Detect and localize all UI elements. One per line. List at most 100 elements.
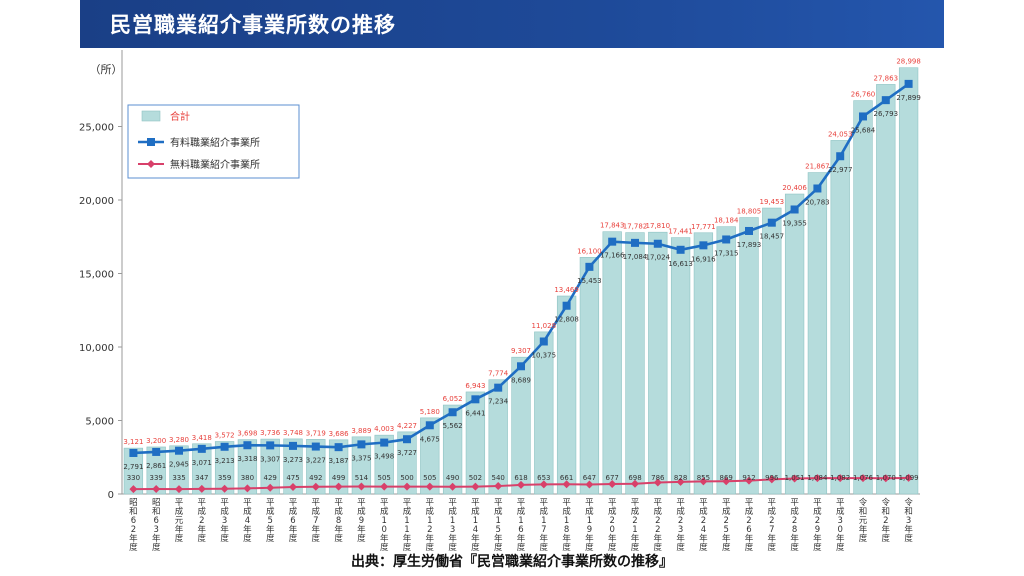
label-paid: 3,213 [215,457,235,465]
label-free: 1,082 [830,474,850,482]
point-paid [859,112,867,121]
label-free: 514 [355,474,369,482]
label-total: 17,441 [668,228,693,236]
point-free [745,476,753,485]
label-paid: 7,234 [488,398,509,406]
x-tick-label: 平成 2 7 年度 [768,498,777,553]
point-paid [311,442,320,451]
bar-total [716,226,736,495]
point-free [767,475,776,484]
label-total: 3,200 [146,437,166,445]
point-paid [562,301,571,310]
point-paid [722,235,731,244]
x-tick-label: 平成 7 年度 [312,498,321,544]
x-tick-label: 平成 2 9 年度 [813,498,822,553]
x-tick-label: 平成 2 8 年度 [790,498,799,553]
label-free: 505 [423,474,436,482]
label-paid: 3,375 [351,454,371,462]
label-free: 1,099 [899,474,919,482]
label-paid: 15,453 [577,277,602,285]
label-free: 500 [400,474,413,482]
x-tick-label: 平成 6 年度 [289,498,298,544]
label-free: 347 [195,474,208,482]
point-paid [380,438,389,447]
label-free: 502 [469,474,482,482]
label-total: 13,469 [554,286,579,294]
point-free [380,482,389,491]
point-free [311,482,320,491]
bar-total [283,438,303,495]
y-tick-label: 0 [108,490,114,501]
label-paid: 18,457 [760,233,785,241]
label-total: 11,028 [532,322,557,330]
point-free [471,482,480,491]
point-free [334,482,343,491]
label-free: 540 [492,474,505,482]
point-free [699,477,708,486]
bar-total [397,431,417,495]
label-paid: 27,899 [896,94,921,102]
point-paid [881,96,890,105]
label-free: 490 [446,474,459,482]
label-free: 475 [286,474,299,482]
label-free: 499 [332,474,345,482]
legend-label-free: 無料職業紹介事業所 [170,158,260,171]
x-tick-label: 平成 2 2 年度 [654,498,663,553]
label-paid: 5,562 [443,422,463,430]
x-tick-label: 令和 3 年度 [904,497,913,544]
point-paid [266,441,275,450]
bar-total [648,231,668,495]
label-total: 5,180 [420,408,440,416]
label-paid: 3,727 [397,449,417,457]
point-free [790,474,799,483]
x-tick-label: 平成 1 0 年度 [380,498,389,553]
bar-total [306,439,326,495]
bar-total [465,391,486,495]
bar-total [420,417,440,495]
label-paid: 17,166 [600,252,625,260]
label-total: 3,418 [192,434,212,442]
y-tick-label: 10,000 [79,343,114,354]
bar-total [670,237,691,495]
label-total: 17,843 [600,222,625,230]
bar-total [807,172,828,495]
point-paid [471,395,480,404]
point-paid [608,237,617,246]
x-tick-label: 平成 1 2 年度 [426,498,435,553]
label-paid: 3,227 [306,457,326,465]
point-paid [767,218,776,227]
point-free [448,482,457,491]
bar-total [351,436,372,495]
label-paid: 2,861 [146,462,166,470]
point-paid [813,184,822,193]
point-free [539,480,548,489]
label-paid: 16,613 [668,260,693,268]
point-free [289,483,297,492]
point-free [425,482,434,491]
point-free [152,485,161,494]
point-free [197,484,206,493]
bar-total [192,443,212,495]
point-paid [699,241,708,250]
point-paid [243,441,252,450]
point-paid [676,245,685,254]
point-free [175,485,183,494]
label-total: 17,782 [623,223,648,231]
point-paid [745,226,753,235]
y-tick-label: 25,000 [79,123,114,134]
bar-total [214,441,235,495]
label-free: 912 [742,474,755,482]
label-paid: 20,783 [805,198,830,206]
y-tick-label: 5,000 [85,417,114,428]
point-free [859,474,867,483]
point-free [243,484,252,493]
label-free: 1,051 [785,474,805,482]
point-free [266,483,275,492]
point-free [517,480,525,489]
x-tick-label: 平成 5 年度 [266,498,275,544]
label-paid: 2,945 [169,461,189,469]
label-free: 380 [241,474,254,482]
label-total: 3,280 [169,436,189,444]
label-paid: 12,808 [554,316,579,324]
label-total: 3,719 [306,429,326,437]
